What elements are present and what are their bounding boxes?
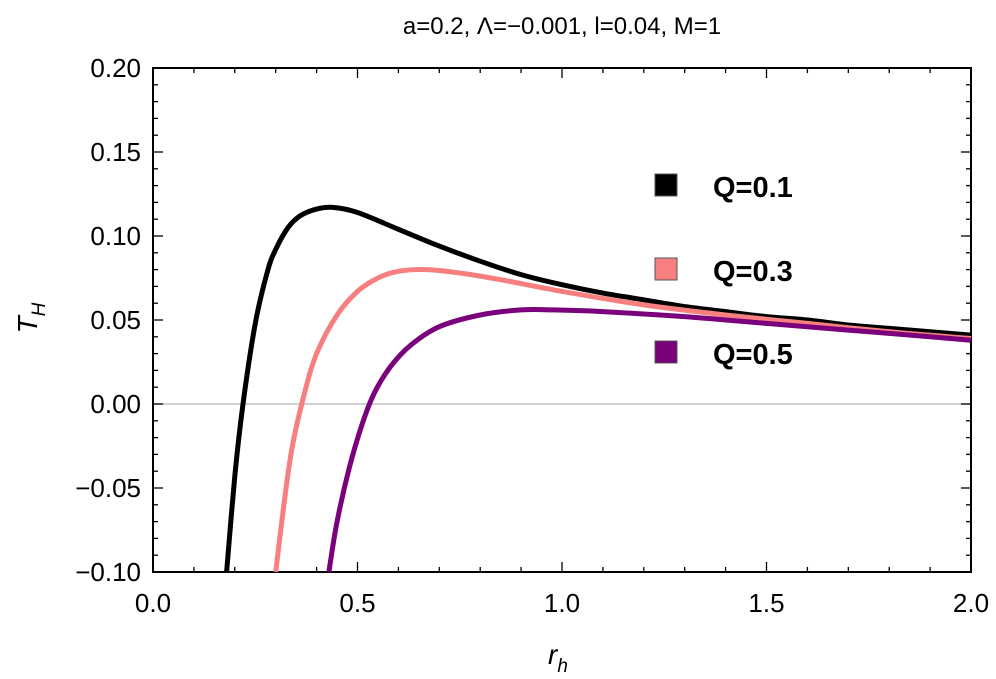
legend-swatch — [654, 173, 678, 197]
chart-title: a=0.2, Λ=−0.001, l=0.04, M=1 — [403, 13, 721, 40]
y-tick-label: 0.00 — [90, 389, 141, 419]
series-layer — [224, 204, 972, 573]
plot-frame — [152, 67, 972, 573]
x-tick-label: 1.5 — [748, 588, 784, 618]
series-line-2 — [273, 267, 972, 573]
x-axis-label-sub: h — [557, 656, 568, 677]
legend-label: Q=0.5 — [713, 339, 793, 371]
y-axis-label-sub: H — [29, 302, 50, 316]
y-tick-label: −0.05 — [75, 473, 141, 503]
y-tick-label: 0.20 — [90, 53, 141, 83]
y-tick-label: 0.10 — [90, 221, 141, 251]
x-axis-label-main: r — [548, 639, 559, 670]
tick-labels: 0.0 0.5 1.0 1.5 2.0 −0.10 −0.05 0.00 0.05 0.10 0.1… — [75, 53, 989, 618]
legend-swatch — [654, 340, 678, 364]
legend-label: Q=0.3 — [713, 256, 793, 288]
legend: Q=0.1 Q=0.3 Q=0.5 — [654, 172, 793, 371]
legend-label: Q=0.1 — [713, 172, 793, 204]
x-axis-label: rh — [548, 639, 568, 677]
x-tick-label: 2.0 — [953, 588, 989, 618]
y-axis-label-main: T — [12, 314, 43, 333]
x-tick-label: 0.0 — [135, 588, 171, 618]
x-tick-label: 1.0 — [544, 588, 580, 618]
legend-swatch — [654, 257, 678, 281]
axis-ticks — [152, 67, 972, 573]
y-tick-label: 0.05 — [90, 305, 141, 335]
series-line-1 — [224, 204, 972, 573]
y-axis-label: TH — [12, 302, 50, 333]
x-tick-label: 0.5 — [339, 588, 375, 618]
series-line-3 — [326, 306, 972, 573]
y-tick-label: 0.15 — [90, 137, 141, 167]
y-tick-label: −0.10 — [75, 557, 141, 587]
